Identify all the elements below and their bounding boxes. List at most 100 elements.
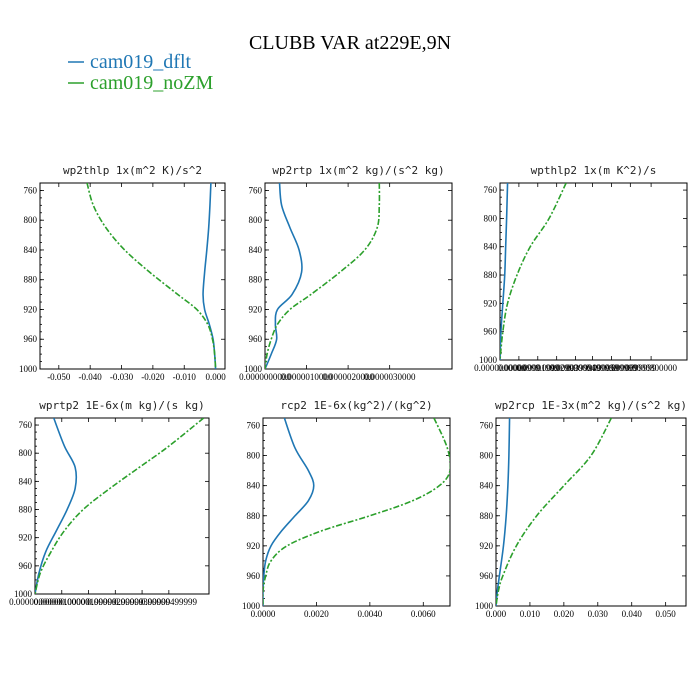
x-tick-label: 0.0000699999 xyxy=(604,363,656,373)
series-line-cam019_dflt xyxy=(496,418,511,606)
subplot-title: rcp2 1E-6x(kg^2)/(kg^2) xyxy=(280,399,432,412)
x-tick-label: 0.00000999 xyxy=(498,363,541,373)
x-tick-label: 0.0000000000 xyxy=(474,363,526,373)
subplot-3: wpthlp2 1x(m K^2)/s 760 800 840 880 920 960 100… xyxy=(474,164,688,373)
y-tick-label: 880 xyxy=(484,270,498,280)
y-tick-label: 840 xyxy=(247,481,261,491)
series-line-cam019_dflt xyxy=(265,183,303,369)
subplot-title: wp2rtp 1x(m^2 kg)/(s^2 kg) xyxy=(272,164,444,177)
y-tick-label: 880 xyxy=(19,505,33,515)
y-tick-label: 960 xyxy=(24,334,38,344)
x-tick-label: 0.00000100000 xyxy=(34,597,91,607)
y-tick-label: 800 xyxy=(24,215,38,225)
x-tick-label: 0.0000 xyxy=(251,609,276,619)
y-tick-label: 960 xyxy=(249,334,263,344)
y-tick-label: 760 xyxy=(19,420,33,430)
x-tick-label: 0.000 xyxy=(205,372,226,382)
x-tick-label: 0.00002999 xyxy=(535,363,578,373)
y-tick-label: 1000 xyxy=(242,601,261,611)
y-tick-label: 760 xyxy=(249,185,263,195)
series-line-cam019_noZM xyxy=(496,418,613,606)
series-line-cam019_noZM xyxy=(35,418,205,594)
y-tick-label: 880 xyxy=(249,275,263,285)
plot-frame xyxy=(495,417,687,607)
x-tick-label: -0.050 xyxy=(47,372,71,382)
y-tick-label: 840 xyxy=(484,242,498,252)
y-tick-label: 960 xyxy=(484,327,498,337)
series-line-cam019_noZM xyxy=(263,418,450,606)
x-tick-label: -0.040 xyxy=(79,372,103,382)
y-tick-label: 880 xyxy=(24,275,38,285)
plot-frame xyxy=(499,182,688,361)
y-tick-label: 800 xyxy=(484,213,498,223)
y-tick-label: 960 xyxy=(247,571,261,581)
y-tick-label: 920 xyxy=(249,304,263,314)
x-tick-label: 0.010 xyxy=(520,609,541,619)
series-line-cam019_dflt xyxy=(263,418,315,606)
x-tick-label: 0.0000020000 xyxy=(322,372,374,382)
y-tick-label: 840 xyxy=(249,245,263,255)
y-tick-label: 880 xyxy=(480,511,494,521)
subplot-2: wp2rtp 1x(m^2 kg)/(s^2 kg) 760 800 840 880 92… xyxy=(239,164,453,382)
x-tick-label: -0.010 xyxy=(173,372,197,382)
y-tick-label: 800 xyxy=(19,448,33,458)
plot-frame xyxy=(34,417,210,595)
y-tick-label: 1000 xyxy=(19,364,38,374)
series-line-cam019_noZM xyxy=(86,183,217,369)
y-tick-label: 800 xyxy=(480,451,494,461)
y-tick-label: 1000 xyxy=(475,601,494,611)
series-line-cam019_dflt xyxy=(35,418,78,594)
x-tick-label: 0.00000499999 xyxy=(141,597,198,607)
y-tick-label: 920 xyxy=(484,298,498,308)
x-tick-label: 0.000 xyxy=(486,609,507,619)
x-tick-label: 0.00001999 xyxy=(516,363,559,373)
plot-frame xyxy=(262,417,451,607)
legend-label: cam019_noZM xyxy=(90,72,214,94)
x-tick-label: 0.0000000000 xyxy=(9,597,61,607)
subplot-title: wp2thlp 1x(m^2 K)/s^2 xyxy=(63,164,202,177)
y-tick-label: 920 xyxy=(480,541,494,551)
x-tick-label: 0.0040 xyxy=(357,609,382,619)
y-tick-label: 760 xyxy=(24,185,38,195)
x-tick-label: 0.050 xyxy=(656,609,677,619)
x-tick-label: -0.030 xyxy=(110,372,134,382)
x-tick-label: 0.0000499999 xyxy=(567,363,619,373)
subplot-title: wprtp2 1E-6x(m kg)/(s kg) xyxy=(39,399,205,412)
y-tick-label: 800 xyxy=(247,451,261,461)
series-line-cam019_dflt xyxy=(500,183,509,360)
x-tick-label: 0.00000199999 xyxy=(60,597,117,607)
x-tick-label: -0.020 xyxy=(141,372,165,382)
y-tick-label: 800 xyxy=(249,215,263,225)
x-tick-label: 0.030 xyxy=(588,609,609,619)
subplot-4: wprtp2 1E-6x(m kg)/(s kg) 760 800 840 880 920… xyxy=(9,399,210,607)
x-tick-label: 0.0000000000 xyxy=(239,372,291,382)
subplot-1: wp2thlp 1x(m^2 K)/s^2 760 800 840 880 920 960 1… xyxy=(19,164,226,382)
x-tick-label: 0.0020 xyxy=(304,609,329,619)
y-tick-label: 760 xyxy=(480,421,494,431)
y-tick-label: 960 xyxy=(19,561,33,571)
y-tick-label: 1000 xyxy=(14,589,33,599)
subplot-5: rcp2 1E-6x(kg^2)/(kg^2) 760 800 840 880 920 96… xyxy=(242,399,451,619)
series-line-cam019_noZM xyxy=(500,183,567,360)
x-tick-label: 0.0000010000 xyxy=(281,372,333,382)
subplot-title: wp2rcp 1E-3x(m^2 kg)/(s^2 kg) xyxy=(495,399,687,412)
y-tick-label: 840 xyxy=(480,481,494,491)
plot-frame xyxy=(264,182,453,370)
x-tick-label: 0.0060 xyxy=(411,609,436,619)
y-tick-label: 840 xyxy=(24,245,38,255)
subplot-6: wp2rcp 1E-3x(m^2 kg)/(s^2 kg)760 800 840 88… xyxy=(475,399,687,619)
figure-title: CLUBB VAR at229E,9N xyxy=(249,32,451,54)
y-tick-label: 760 xyxy=(247,421,261,431)
y-tick-label: 1000 xyxy=(479,355,498,365)
y-tick-label: 880 xyxy=(247,511,261,521)
y-tick-label: 920 xyxy=(24,304,38,314)
x-tick-label: 0.0000800000 xyxy=(625,363,677,373)
legend-label: cam019_dflt xyxy=(90,51,192,73)
plot-frame xyxy=(39,182,226,370)
y-tick-label: 760 xyxy=(484,185,498,195)
x-tick-label: 0.00000299999 xyxy=(87,597,144,607)
subplot-title: wpthlp2 1x(m K^2)/s xyxy=(531,164,657,177)
x-tick-label: 0.0000030000 xyxy=(364,372,416,382)
y-tick-label: 1000 xyxy=(244,364,263,374)
